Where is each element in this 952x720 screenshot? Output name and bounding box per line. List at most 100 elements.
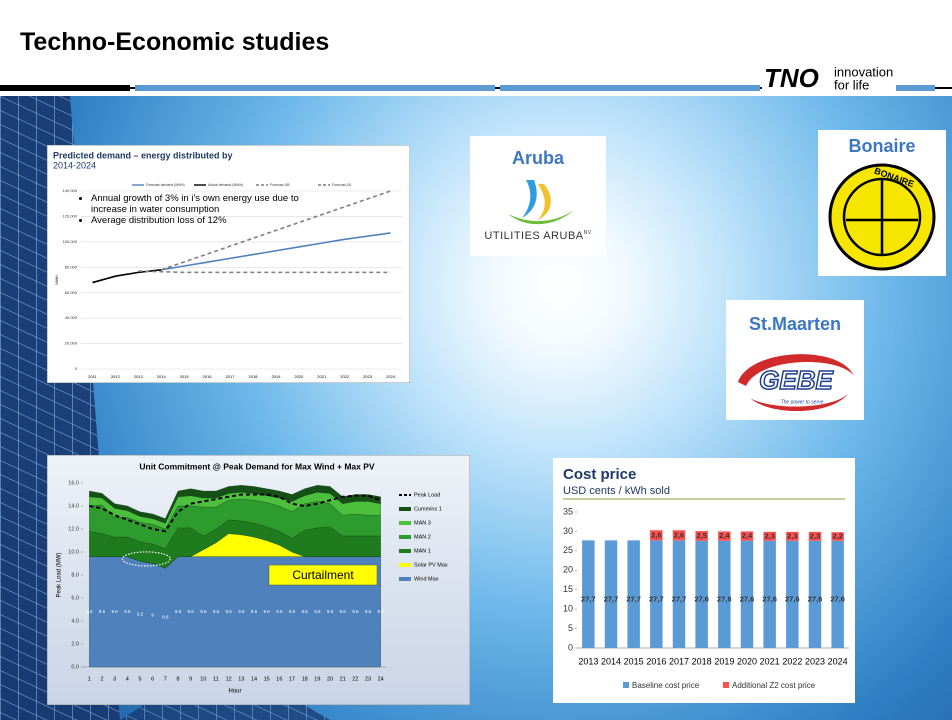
region-name: St.Maarten [726,314,864,335]
x-tick-label: 2023 [363,374,373,379]
logo-card: Bonaire BONAIRE [818,130,946,276]
x-tick-label: 18 [302,676,308,682]
demand-chart: Predicted demand – energy distributed by… [47,145,410,383]
data-label: 27,7 [626,595,641,604]
annotation-list: Annual growth of 3% in i's own energy us… [77,193,327,226]
data-label: 9.6 [264,609,271,614]
legend-label: Wind Max [414,576,439,582]
data-label: 9.2 [137,611,144,616]
slide-title: Techno-Economic studies [20,28,329,57]
y-axis-label: MWh [54,275,59,284]
unit-commitment-chart: Unit Commitment @ Peak Demand for Max Wi… [47,455,470,705]
y-tick-label: 10 [563,604,573,614]
x-tick-label: 2017 [226,374,236,379]
utility-suffix: NV [584,230,592,236]
x-tick-label: 4 [126,676,129,682]
data-label: 2,4 [719,531,730,540]
data-label: 9.6 [99,609,106,614]
y-tick-label: 10.0 [68,549,79,555]
x-tick-label: 8 [176,676,179,682]
annotation: Average distribution loss of 12% [91,215,327,226]
y-tick-label: 6.0 [71,595,79,601]
legend-swatch [623,682,629,688]
x-tick-label: 2019 [271,374,281,379]
legend-swatch [723,682,729,688]
chart-subtitle: USD cents / kWh sold [563,485,670,497]
legend-swatch [399,521,411,525]
x-tick-label: 2013 [134,374,144,379]
y-tick-label: 8.0 [71,572,79,578]
x-tick-label: 1 [88,676,91,682]
x-tick-label: 7 [164,676,167,682]
x-tick-label: 2023 [805,656,825,666]
y-tick-label: 12.0 [68,526,79,532]
data-label: 2,3 [764,531,774,540]
y-tick-label: 0 [568,642,573,652]
data-label: 9.6 [200,609,207,614]
legend-label: Peak Load [414,492,440,498]
chart-title: Predicted demand – energy distributed by [53,150,233,160]
legend-label: Forecast demand (MWh) [146,183,185,187]
slide: {"slide": {"title": "Techno-Economic stu… [0,0,952,720]
tno-logo: TNO innovation for life [762,64,902,100]
data-label: 2,3 [810,531,820,540]
legend-label: MAN 1 [414,548,431,554]
aruba-logo: UTILITIES ARUBANV [478,174,598,252]
data-label: 9.6 [213,609,220,614]
data-label: 9.6 [124,609,131,614]
x-tick-label: 2016 [203,374,213,379]
x-tick-label: 2022 [782,656,802,666]
x-tick-label: 2020 [737,656,757,666]
tagline: for life [834,77,869,92]
y-tick-label: 15 [563,584,573,594]
x-tick-label: 2019 [714,656,734,666]
x-tick-label: 10 [200,676,206,682]
legend-swatch [399,577,411,581]
x-tick-label: 16 [276,676,282,682]
x-tick-label: 2011 [88,374,97,379]
utility-name: GEBE [759,365,833,395]
data-label: 27,6 [785,595,800,604]
data-label: 27,6 [740,595,755,604]
y-tick-label: 4.0 [71,618,79,624]
x-tick-label: 2024 [828,656,848,666]
legend-swatch [399,563,411,567]
data-label: 9.6 [238,609,245,614]
data-label: 27,6 [694,595,709,604]
y-tick-label: 120,000 [63,213,78,218]
data-label: 8.6 [162,615,169,620]
x-tick-label: 2022 [340,374,350,379]
data-label: 9.6 [276,609,283,614]
legend-label: Solar PV Max [414,562,448,568]
x-tick-label: 2012 [111,374,121,379]
y-tick-label: 0.0 [71,664,79,670]
data-label: 27,7 [672,595,687,604]
legend-label: Forecast UB [270,183,290,187]
x-tick-label: 2 [100,676,103,682]
brand: TNO [764,64,819,93]
y-tick-label: 20,000 [65,341,78,346]
chart-title: Unit Commitment @ Peak Demand for Max Wi… [139,461,374,471]
y-axis-label: Peak Load (MW) [57,552,63,597]
x-tick-label: 2017 [669,656,689,666]
y-tick-label: 30 [563,526,573,536]
data-label: 9.6 [188,609,195,614]
data-label: 9.6 [302,609,309,614]
y-tick-label: 2.0 [71,641,79,647]
y-tick-label: 60,000 [65,290,78,295]
y-tick-label: 100,000 [63,239,78,244]
bonaire-logo: BONAIRE [824,160,940,274]
data-label: 2,2 [832,531,842,540]
data-label: 27,6 [717,595,732,604]
chart-title: Cost price [563,466,636,483]
x-tick-label: 2016 [646,656,666,666]
svg-text:UTILITIES ARUBANV: UTILITIES ARUBANV [484,230,591,242]
data-label: 27,6 [830,595,845,604]
utility-motto: The power to serve [781,399,824,405]
x-tick-label: 12 [226,676,232,682]
legend-label: MAN 3 [414,520,431,526]
x-tick-label: 19 [314,676,320,682]
gebe-logo: GEBE The power to serve [730,342,860,418]
data-label: 27,7 [581,595,596,604]
